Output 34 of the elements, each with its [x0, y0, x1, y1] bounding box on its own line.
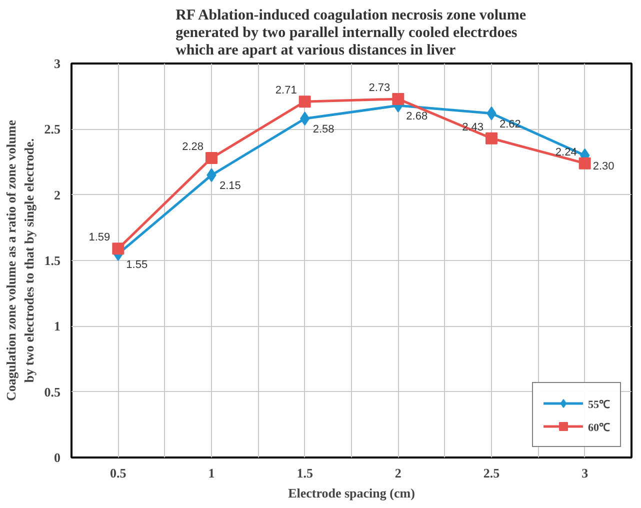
data-label: 1.59: [88, 232, 110, 244]
data-label: 2.73: [368, 82, 390, 94]
legend-label: 55℃: [588, 398, 610, 410]
y-tick-label: 1.5: [44, 253, 61, 268]
data-label: 2.24: [555, 146, 577, 158]
data-label: 2.68: [406, 110, 428, 123]
point: [112, 242, 124, 255]
data-label: 2.30: [592, 160, 614, 172]
data-label: 2.71: [275, 84, 297, 97]
data-label: 2.28: [182, 141, 204, 154]
y-tick-label: 1: [54, 318, 60, 334]
point: [206, 152, 218, 164]
chart-title: RF Ablation-induced coagulation necrosis zone volume generated by two parallel internally cooled electrdoes which are apart at various distances in liver: [176, 7, 526, 58]
x-tick-label: 3: [582, 466, 589, 480]
point: [392, 92, 404, 105]
x-tick-label: 0.5: [110, 466, 127, 480]
y-tick-label: 3: [54, 56, 61, 71]
data-label: 2.58: [312, 124, 334, 136]
x-tick-label: 1: [208, 466, 215, 480]
y-tick-label: 0: [54, 450, 60, 465]
data-label: 2.15: [220, 180, 241, 192]
point: [486, 132, 498, 144]
legend-label: 60℃: [588, 420, 610, 434]
data-label: 1.55: [126, 258, 148, 271]
point: [298, 96, 311, 108]
y-tick-label: 0.5: [44, 384, 61, 400]
point: [578, 157, 591, 170]
y-tick-label: 2.5: [44, 122, 61, 137]
x-tick-label: 1.5: [296, 466, 314, 480]
x-tick-label: 2.5: [483, 466, 500, 480]
x-axis-title: Electrode spacing (cm): [288, 486, 415, 500]
y-tick-label: 2: [54, 187, 60, 202]
y-axis-title: Coagulation zone volume as a ratio of zone volume by two electrodes to that by single electrode.: [3, 120, 36, 401]
x-tick-label: 2: [394, 466, 402, 480]
